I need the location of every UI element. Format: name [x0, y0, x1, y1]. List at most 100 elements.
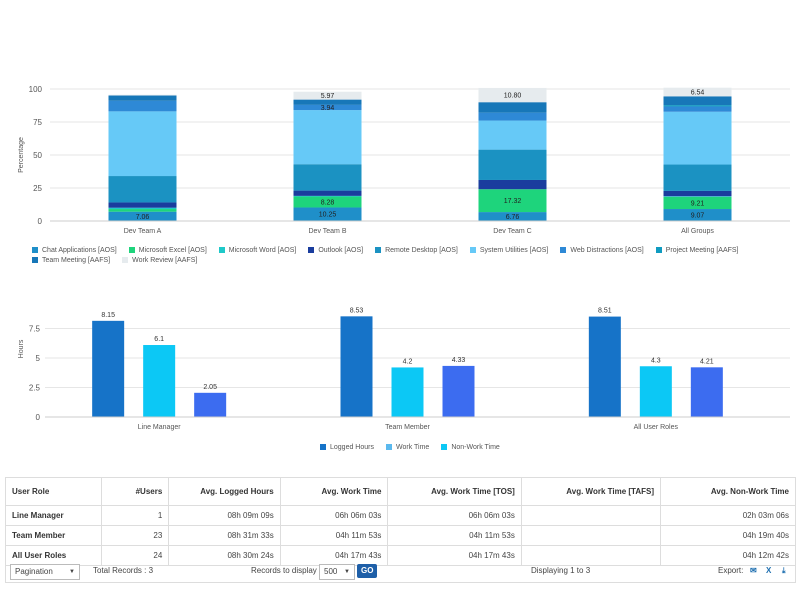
- bar-segment[interactable]: [663, 190, 732, 197]
- legend-label: Chat Applications [AOS]: [42, 246, 117, 254]
- legend-item[interactable]: Microsoft Excel [AOS]: [128, 245, 207, 255]
- legend-swatch: [441, 444, 448, 450]
- bar[interactable]: [588, 316, 621, 417]
- excel-export-icon[interactable]: X: [766, 566, 772, 575]
- bar-segment[interactable]: [478, 120, 547, 150]
- legend-item[interactable]: Web Distractions [AOS]: [560, 245, 644, 255]
- bar[interactable]: [442, 365, 475, 417]
- data-label: 6.1: [154, 336, 164, 343]
- bar-segment[interactable]: [293, 196, 362, 208]
- bar-segment[interactable]: [108, 211, 177, 221]
- legend-label: Microsoft Word [AOS]: [228, 246, 297, 254]
- bar-segment[interactable]: [663, 164, 732, 191]
- bar[interactable]: [143, 345, 176, 417]
- bar-segment[interactable]: [663, 196, 732, 197]
- table-cell: 04h 12m 42s: [660, 545, 796, 566]
- bar-segment[interactable]: [478, 189, 547, 213]
- bar-segment[interactable]: [108, 202, 177, 208]
- bar-segment[interactable]: [108, 176, 177, 203]
- legend-swatch: [122, 257, 129, 263]
- legend-swatch: [469, 247, 476, 253]
- bar-segment[interactable]: [293, 99, 362, 105]
- bar-segment[interactable]: [108, 94, 177, 96]
- bar[interactable]: [639, 366, 672, 417]
- column-header[interactable]: Avg. Non-Work Time: [660, 477, 796, 506]
- pdf-export-icon[interactable]: ⤓: [782, 566, 786, 575]
- bar[interactable]: [92, 320, 125, 417]
- bar-segment[interactable]: [663, 196, 732, 210]
- email-export-icon[interactable]: ✉: [750, 566, 757, 575]
- legend-label: System Utilities [AOS]: [479, 246, 549, 254]
- x-tick-label: Team Member: [385, 424, 430, 431]
- bar[interactable]: [340, 316, 373, 417]
- data-label: 4.3: [651, 357, 661, 364]
- bar-segment[interactable]: [293, 91, 362, 100]
- bar-segment[interactable]: [663, 106, 732, 112]
- legend-item[interactable]: Work Review [AAFS]: [122, 255, 197, 265]
- legend-item[interactable]: Non-Work Time: [441, 442, 500, 452]
- bar[interactable]: [690, 367, 723, 417]
- bar-segment[interactable]: [478, 179, 547, 190]
- table-cell: [520, 525, 662, 546]
- legend-item[interactable]: Logged Hours: [320, 442, 374, 452]
- table-cell: 08h 09m 09s: [168, 505, 281, 526]
- table-cell: 02h 03m 06s: [660, 505, 796, 526]
- legend-swatch: [128, 247, 135, 253]
- pagination-select[interactable]: Pagination ▼: [10, 564, 80, 580]
- legend-item[interactable]: Team Meeting [AAFS]: [32, 255, 110, 265]
- records-select[interactable]: 500 ▼: [319, 564, 355, 580]
- bar-segment[interactable]: [293, 110, 362, 165]
- bar-segment[interactable]: [478, 112, 547, 121]
- bar-segment[interactable]: [293, 104, 362, 111]
- legend-item[interactable]: Microsoft Word [AOS]: [218, 245, 297, 255]
- bar-segment[interactable]: [478, 149, 547, 180]
- bar-segment[interactable]: [108, 207, 177, 210]
- data-label: 8.15: [101, 312, 115, 319]
- bar-segment[interactable]: [663, 209, 732, 221]
- legend-item[interactable]: Chat Applications [AOS]: [32, 245, 117, 255]
- table-cell: 04h 19m 40s: [660, 525, 796, 546]
- go-button[interactable]: GO: [357, 564, 378, 578]
- bar[interactable]: [391, 367, 424, 417]
- legend-item[interactable]: Outlook [AOS]: [308, 245, 363, 255]
- bar-segment[interactable]: [663, 87, 732, 97]
- legend-item[interactable]: System Utilities [AOS]: [469, 245, 549, 255]
- bar-segment[interactable]: [663, 96, 732, 106]
- data-label: 9.21: [691, 200, 705, 207]
- data-label: 4.21: [700, 358, 714, 365]
- bar-segment[interactable]: [663, 105, 732, 107]
- column-header[interactable]: User Role: [4, 477, 103, 506]
- bar-segment[interactable]: [478, 212, 547, 221]
- bar-segment[interactable]: [108, 95, 177, 101]
- x-tick-label: All Groups: [681, 228, 714, 235]
- column-header[interactable]: Avg. Work Time: [279, 477, 389, 506]
- legend-label: Microsoft Excel [AOS]: [138, 246, 207, 254]
- bar-segment[interactable]: [108, 100, 177, 112]
- table-cell: 04h 11m 53s: [387, 525, 522, 546]
- bar-segment[interactable]: [293, 164, 362, 191]
- x-tick-label: Line Manager: [138, 424, 181, 431]
- column-header[interactable]: Avg. Work Time [TOS]: [387, 477, 522, 506]
- x-tick-label: Dev Team B: [309, 228, 347, 235]
- bar[interactable]: [194, 392, 227, 417]
- bar-segment[interactable]: [108, 209, 177, 212]
- table-footer: Pagination ▼ Total Records : 3 Records to…: [5, 561, 796, 583]
- bar-segment[interactable]: [293, 195, 362, 197]
- legend-swatch: [308, 247, 315, 253]
- column-header[interactable]: Avg. Work Time [TAFS]: [520, 477, 662, 506]
- bar-segment[interactable]: [293, 190, 362, 196]
- legend-item[interactable]: Remote Desktop [AOS]: [375, 245, 458, 255]
- legend-item[interactable]: Project Meeting [AAFS]: [655, 245, 739, 255]
- table-cell: 23: [101, 525, 170, 546]
- legend-item[interactable]: Work Time: [385, 442, 429, 452]
- bar-segment[interactable]: [663, 111, 732, 165]
- column-header[interactable]: Avg. Logged Hours: [168, 477, 281, 506]
- bar-segment[interactable]: [478, 102, 547, 113]
- y-tick-label: 0: [36, 413, 41, 422]
- bar-segment[interactable]: [108, 111, 177, 177]
- column-header[interactable]: #Users: [101, 477, 170, 506]
- x-tick-label: Dev Team A: [124, 228, 162, 235]
- bar-segment[interactable]: [293, 207, 362, 221]
- y-tick-label: 25: [33, 184, 42, 193]
- bar-segment[interactable]: [478, 87, 547, 103]
